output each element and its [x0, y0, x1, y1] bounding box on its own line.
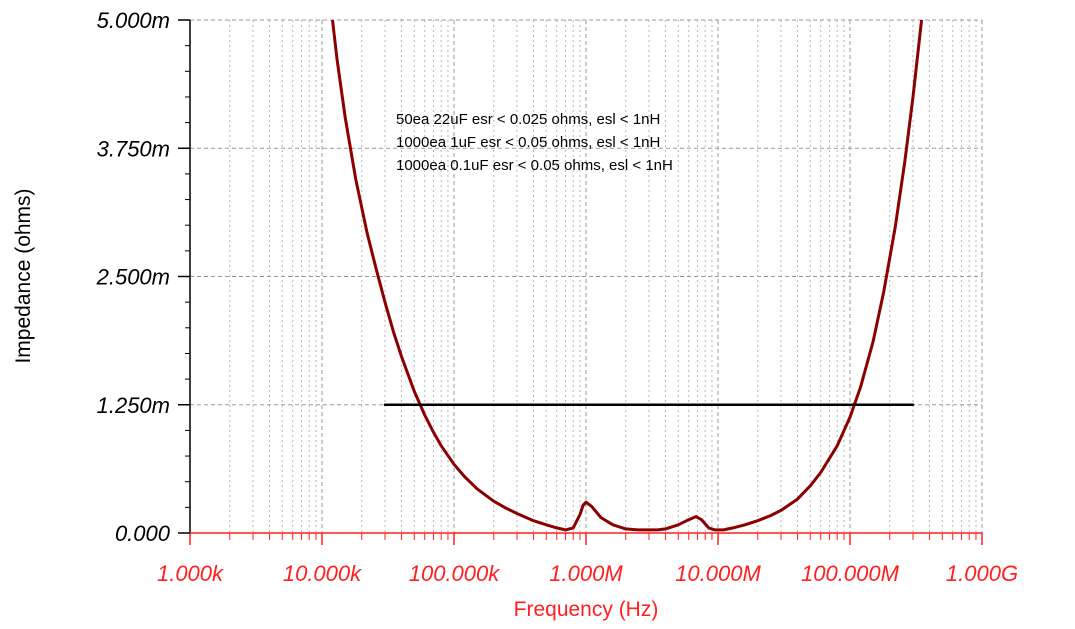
x-tick-label: 10.000M — [675, 561, 761, 586]
y-tick-label: 1.250m — [97, 393, 170, 418]
x-axis-title: Frequency (Hz) — [514, 598, 659, 621]
y-tick-label: 5.000m — [97, 8, 170, 33]
x-tick-label: 10.000k — [283, 561, 362, 586]
x-tick-label: 100.000k — [409, 561, 501, 586]
series-layer — [331, 20, 924, 532]
y-tick-label: 2.500m — [96, 265, 170, 290]
y-axis-title: Impedance (ohms) — [12, 188, 35, 363]
y-ticks: 0.000 1.250m 2.500m 3.750m 5.000m — [96, 8, 190, 546]
annotation-layer: 50ea 22uF esr < 0.025 ohms, esl < 1nH 10… — [396, 111, 673, 174]
x-ticks: 1.000k 10.000k 100.000k 1.000M 10.000M 100.00… — [157, 533, 1018, 586]
annotation-1: 50ea 22uF esr < 0.025 ohms, esl < 1nH — [396, 111, 660, 128]
impedance-curve — [331, 20, 924, 532]
x-tick-label: 1.000k — [157, 561, 224, 586]
y-tick-label: 3.750m — [97, 136, 170, 161]
x-tick-label: 1.000G — [946, 561, 1018, 586]
annotation-2: 1000ea 1uF esr < 0.05 ohms, esl < 1nH — [396, 134, 660, 151]
y-tick-label: 0.000 — [115, 521, 171, 546]
annotation-3: 1000ea 0.1uF esr < 0.05 ohms, esl < 1nH — [396, 157, 673, 174]
x-tick-label: 100.000M — [801, 561, 900, 586]
x-tick-label: 1.000M — [549, 561, 623, 586]
